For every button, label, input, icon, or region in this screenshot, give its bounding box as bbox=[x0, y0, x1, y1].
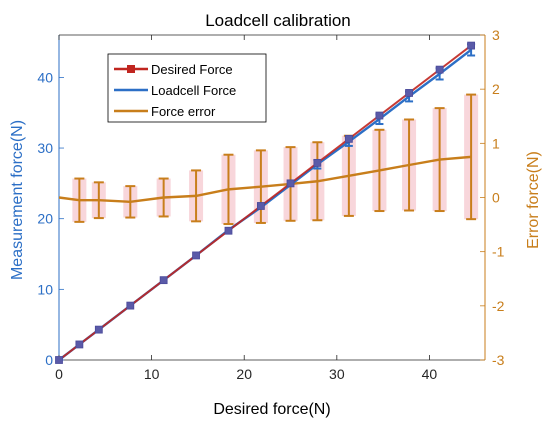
chart-marks bbox=[55, 41, 479, 364]
desired-force-point bbox=[467, 41, 476, 50]
desired-force-point bbox=[435, 65, 444, 74]
x-tick-label: 0 bbox=[55, 366, 63, 382]
legend-label-force-error: Force error bbox=[151, 104, 216, 119]
left-tick-label: 20 bbox=[37, 211, 53, 227]
left-tick-label: 40 bbox=[37, 69, 53, 85]
x-tick-label: 30 bbox=[329, 366, 345, 382]
chart-title: Loadcell calibration bbox=[205, 11, 351, 30]
legend-marker-desired-force bbox=[127, 65, 135, 73]
right-tick-label: -2 bbox=[492, 298, 505, 314]
desired-force-point bbox=[159, 276, 168, 285]
desired-force-point bbox=[375, 111, 384, 120]
x-axis-label: Desired force(N) bbox=[213, 401, 330, 418]
left-tick-label: 0 bbox=[45, 352, 53, 368]
desired-force-point bbox=[224, 226, 233, 235]
right-axis-ticks: -3 -2 -1 0 1 2 3 bbox=[480, 27, 505, 368]
x-tick-label: 10 bbox=[144, 366, 160, 382]
left-axis-ticks: 0 10 20 30 40 bbox=[37, 69, 64, 368]
legend-label-desired-force: Desired Force bbox=[151, 62, 233, 77]
right-tick-label: 0 bbox=[492, 190, 500, 206]
right-tick-label: 3 bbox=[492, 27, 500, 43]
right-tick-label: -1 bbox=[492, 244, 505, 260]
desired-force-point bbox=[405, 89, 413, 97]
desired-force-point bbox=[192, 251, 200, 260]
desired-force-point bbox=[126, 301, 135, 310]
right-tick-label: 1 bbox=[492, 135, 500, 151]
desired-force-point bbox=[286, 179, 295, 188]
desired-force-point bbox=[94, 325, 103, 334]
left-tick-label: 30 bbox=[37, 140, 53, 156]
legend: Desired Force Loadcell Force Force error bbox=[107, 53, 267, 123]
desired-force-point bbox=[75, 340, 84, 349]
desired-force-point bbox=[256, 202, 265, 210]
x-tick-label: 20 bbox=[236, 366, 252, 382]
desired-force-point bbox=[55, 356, 63, 364]
desired-force-point bbox=[313, 158, 322, 167]
x-tick-label: 40 bbox=[422, 366, 438, 382]
x-axis-ticks: 0 10 20 30 40 bbox=[55, 35, 437, 382]
force-error-line bbox=[58, 155, 472, 204]
right-axis-label: Error force(N) bbox=[525, 151, 542, 249]
desired-force-point bbox=[344, 134, 353, 143]
right-tick-label: 2 bbox=[492, 81, 500, 97]
left-tick-label: 10 bbox=[37, 281, 53, 297]
right-tick-label: -3 bbox=[492, 352, 505, 368]
left-axis-label: Measurement force(N) bbox=[9, 120, 26, 280]
legend-label-loadcell-force: Loadcell Force bbox=[151, 83, 236, 98]
